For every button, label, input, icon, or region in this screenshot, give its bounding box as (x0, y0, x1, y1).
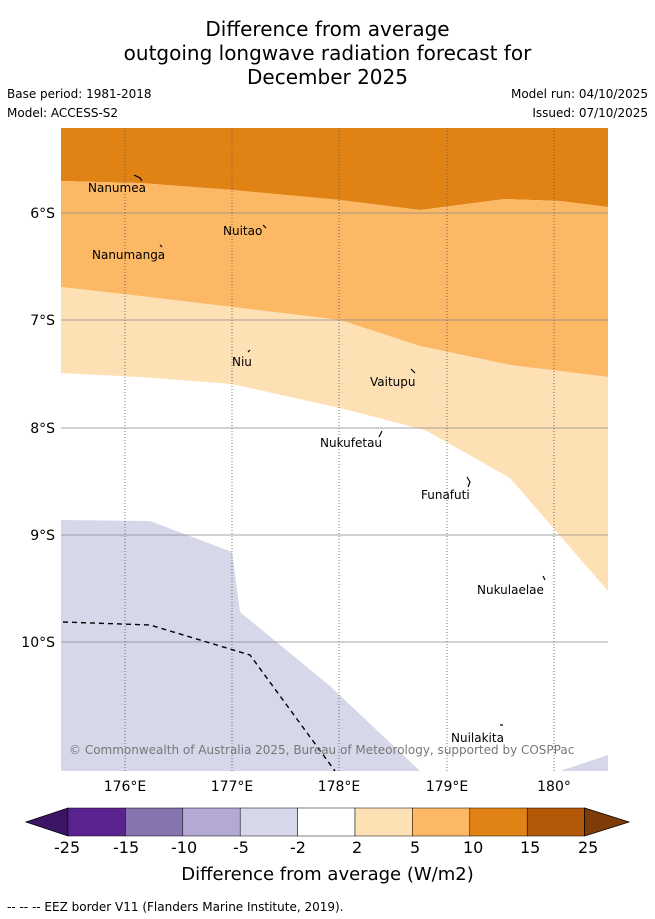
xtick-180: 180° (537, 779, 571, 795)
band-15-25 (61, 128, 608, 210)
title-line-3: December 2025 (247, 65, 408, 89)
title-line-1: Difference from average (205, 17, 450, 41)
cb-label-5: 5 (410, 838, 421, 857)
model-name: Model: ACCESS-S2 (7, 106, 119, 120)
ytick-9s: 9°S (30, 528, 55, 544)
grid (61, 212, 608, 643)
label-funafuti: Funafuti (421, 488, 470, 502)
cb-label-minus2: -2 (290, 838, 306, 857)
band-minus5-minus2 (61, 520, 420, 771)
cb-label-minus15: -15 (113, 838, 140, 857)
funafuti-island (466, 476, 471, 488)
band-minus5-minus2-right (560, 755, 608, 771)
label-niu: Niu (232, 355, 252, 369)
nanumanga-island (159, 244, 163, 248)
cb-label-minus10: -10 (171, 838, 198, 857)
cb-label-25: 25 (578, 838, 599, 857)
band-10-15 (61, 181, 608, 377)
nukulaelae-island (542, 575, 546, 581)
cb-label-10: 10 (463, 838, 484, 857)
niu-island (247, 349, 251, 353)
ytick-10s: 10°S (21, 635, 55, 651)
cb-label-15: 15 (520, 838, 541, 857)
eez-border (62, 621, 336, 772)
band-5-10 (61, 287, 608, 591)
label-nanumanga: Nanumanga (92, 248, 165, 262)
nanumea-island (133, 174, 143, 182)
eez-footnote: -- -- -- EEZ border V11 (Flanders Marine… (7, 900, 344, 914)
colorbar (24, 807, 631, 837)
cb-label-minus25: -25 (54, 838, 81, 857)
colorbar-swatch-4 (239, 807, 298, 837)
base-period: Base period: 1981-2018 (7, 87, 152, 101)
nuitao-island (262, 224, 267, 229)
colorbar-arrow-high (584, 807, 631, 837)
label-nukulaelae: Nukulaelae (477, 583, 544, 597)
model-run: Model run: 04/10/2025 (510, 87, 648, 101)
colorbar-swatch-2 (125, 807, 184, 837)
label-nanumea: Nanumea (88, 181, 146, 195)
title-line-2: outgoing longwave radiation forecast for (123, 41, 532, 65)
colorbar-swatch-1 (67, 807, 126, 837)
xtick-177e: 177°E (211, 779, 254, 795)
colorbar-swatch-3 (182, 807, 241, 837)
vaitupu-island (410, 368, 416, 374)
label-nuitao: Nuitao (223, 224, 262, 238)
colorbar-swatch-8 (469, 807, 528, 837)
xtick-179e: 179°E (426, 779, 469, 795)
copyright-notice: © Commonwealth of Australia 2025, Bureau… (69, 743, 574, 757)
ytick-8s: 8°S (30, 421, 55, 437)
colorbar-swatch-5 (297, 807, 356, 837)
nukufetau-island (378, 430, 383, 438)
xtick-178e: 178°E (318, 779, 361, 795)
colorbar-swatch-9 (526, 807, 585, 837)
colorbar-arrow-low (24, 807, 69, 837)
xtick-176e: 176°E (104, 779, 147, 795)
label-nukufetau: Nukufetau (320, 436, 382, 450)
colorbar-title: Difference from average (W/m2) (181, 864, 474, 885)
cb-label-2: 2 (352, 838, 363, 857)
colorbar-swatch-7 (412, 807, 471, 837)
ytick-7s: 7°S (30, 313, 55, 329)
label-vaitupu: Vaitupu (370, 375, 416, 389)
ytick-6s: 6°S (30, 206, 55, 222)
issued-date: Issued: 07/10/2025 (532, 106, 648, 120)
label-nuilakita: Nuilakita (451, 731, 504, 745)
colorbar-swatch-6 (354, 807, 413, 837)
cb-label-minus5: -5 (233, 838, 249, 857)
